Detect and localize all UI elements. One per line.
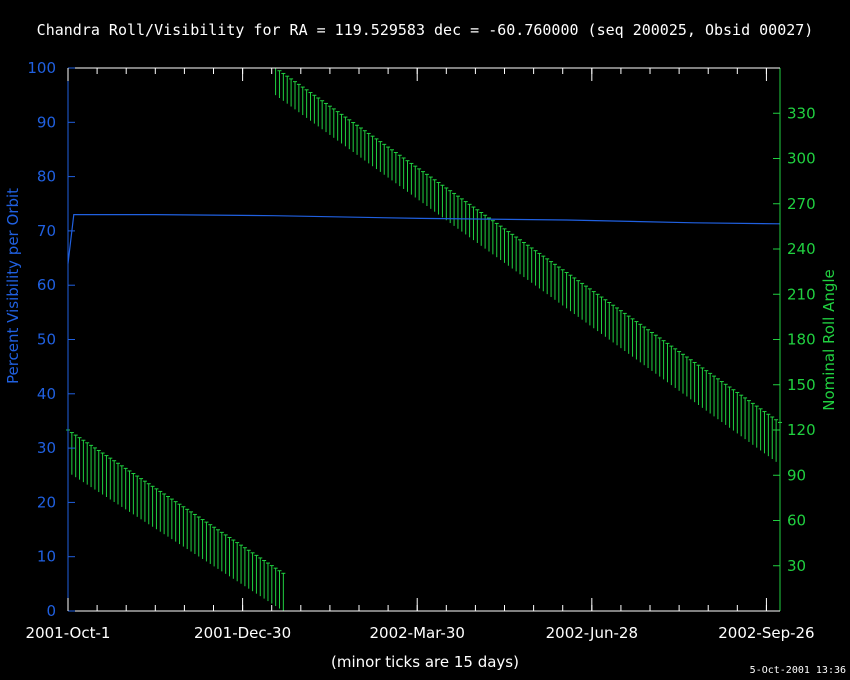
- y-left-tick-label: 90: [37, 113, 56, 131]
- chart-title: Chandra Roll/Visibility for RA = 119.529…: [37, 21, 814, 39]
- timestamp: 5-Oct-2001 13:36: [750, 665, 846, 676]
- y-left-tick-label: 60: [37, 276, 56, 294]
- roll-angle-series: [66, 67, 782, 611]
- y-right-tick-label: 210: [787, 285, 816, 303]
- y-right-tick-label: 270: [787, 195, 816, 213]
- y-left-tick-label: 50: [37, 331, 56, 349]
- y-right-tick-label: 150: [787, 376, 816, 394]
- y-right-tick-label: 60: [787, 512, 806, 530]
- y-left-tick-label: 30: [37, 439, 56, 457]
- y-right-tick-label: 90: [787, 466, 806, 484]
- y-right-tick-label: 330: [787, 104, 816, 122]
- y-left-tick-label: 40: [37, 385, 56, 403]
- y-right-tick-label: 30: [787, 557, 806, 575]
- x-tick-label: 2002-Jun-28: [546, 624, 638, 642]
- y-axis-right-label: Nominal Roll Angle: [820, 269, 838, 411]
- x-tick-label: 2001-Dec-30: [194, 624, 291, 642]
- y-left-tick-label: 70: [37, 222, 56, 240]
- visibility-line: [67, 214, 781, 264]
- y-left-tick-label: 10: [37, 548, 56, 566]
- y-left-tick-label: 100: [27, 59, 56, 77]
- x-tick-label: 2002-Mar-30: [369, 624, 464, 642]
- y-left-tick-label: 20: [37, 493, 56, 511]
- x-tick-label: 2001-Oct-1: [26, 624, 111, 642]
- y-right-tick-label: 300: [787, 150, 816, 168]
- y-axis-left-label: Percent Visibility per Orbit: [4, 188, 22, 384]
- y-right-tick-label: 240: [787, 240, 816, 258]
- y-left-tick-label: 0: [46, 602, 56, 620]
- y-right-tick-label: 180: [787, 331, 816, 349]
- x-tick-label: 2002-Sep-26: [718, 624, 814, 642]
- y-right-tick-label: 120: [787, 421, 816, 439]
- axes: 0 10 20 30 40 50 60 70 80 90 100 30 60 90 120 150 180 210…: [26, 59, 816, 642]
- y-left-tick-label: 80: [37, 168, 56, 186]
- visibility-series: [67, 214, 781, 264]
- x-axis-label: (minor ticks are 15 days): [331, 653, 519, 671]
